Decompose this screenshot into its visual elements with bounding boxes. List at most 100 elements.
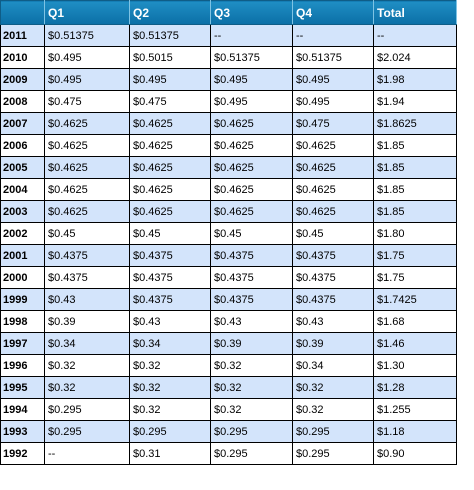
q2-cell: $0.4625	[129, 178, 211, 201]
q2-cell: $0.495	[129, 68, 211, 91]
q3-cell: --	[210, 24, 293, 47]
year-cell: 2008	[0, 90, 45, 113]
q1-cell: $0.4625	[44, 112, 130, 135]
total-cell: $1.68	[373, 310, 457, 333]
q1-cell: $0.4625	[44, 178, 130, 201]
total-cell: $1.28	[373, 376, 457, 399]
header-q2: Q2	[129, 0, 211, 25]
table-row: 2004 $0.4625 $0.4625 $0.4625 $0.4625 $1.85	[0, 178, 457, 201]
year-cell: 2010	[0, 46, 45, 69]
q2-cell: $0.475	[129, 90, 211, 113]
q2-cell: $0.32	[129, 354, 211, 377]
q4-cell: $0.43	[292, 310, 374, 333]
q3-cell: $0.4625	[210, 112, 293, 135]
q2-cell: $0.4625	[129, 200, 211, 223]
year-cell: 1992	[0, 442, 45, 465]
year-cell: 1997	[0, 332, 45, 355]
q2-cell: $0.295	[129, 420, 211, 443]
total-cell: $1.75	[373, 244, 457, 267]
table-row: 1997 $0.34 $0.34 $0.39 $0.39 $1.46	[0, 332, 457, 355]
year-cell: 2011	[0, 24, 45, 47]
total-cell: $1.75	[373, 266, 457, 289]
q3-cell: $0.4375	[210, 244, 293, 267]
table-row: 1998 $0.39 $0.43 $0.43 $0.43 $1.68	[0, 310, 457, 333]
q1-cell: $0.475	[44, 90, 130, 113]
q4-cell: $0.32	[292, 376, 374, 399]
total-cell: $1.94	[373, 90, 457, 113]
q3-cell: $0.4625	[210, 200, 293, 223]
total-cell: $1.18	[373, 420, 457, 443]
q2-cell: $0.32	[129, 376, 211, 399]
header-q3: Q3	[210, 0, 293, 25]
q4-cell: $0.495	[292, 90, 374, 113]
year-cell: 1993	[0, 420, 45, 443]
year-cell: 2004	[0, 178, 45, 201]
q3-cell: $0.43	[210, 310, 293, 333]
q4-cell: $0.32	[292, 398, 374, 421]
total-cell: $1.85	[373, 178, 457, 201]
q1-cell: $0.34	[44, 332, 130, 355]
q4-cell: $0.4625	[292, 134, 374, 157]
total-cell: $1.255	[373, 398, 457, 421]
year-cell: 2005	[0, 156, 45, 179]
total-cell: --	[373, 24, 457, 47]
table-row: 2000 $0.4375 $0.4375 $0.4375 $0.4375 $1.75	[0, 266, 457, 289]
total-cell: $1.85	[373, 200, 457, 223]
q4-cell: $0.295	[292, 420, 374, 443]
q1-cell: $0.4625	[44, 156, 130, 179]
table-row: 1995 $0.32 $0.32 $0.32 $0.32 $1.28	[0, 376, 457, 399]
q1-cell: $0.4375	[44, 266, 130, 289]
q1-cell: $0.32	[44, 376, 130, 399]
q4-cell: $0.4375	[292, 266, 374, 289]
total-cell: $1.98	[373, 68, 457, 91]
q2-cell: $0.4375	[129, 288, 211, 311]
year-cell: 2006	[0, 134, 45, 157]
table-row: 2007 $0.4625 $0.4625 $0.4625 $0.475 $1.8625	[0, 112, 457, 135]
total-cell: $1.8625	[373, 112, 457, 135]
q3-cell: $0.495	[210, 68, 293, 91]
total-cell: $1.30	[373, 354, 457, 377]
table-row: 2006 $0.4625 $0.4625 $0.4625 $0.4625 $1.85	[0, 134, 457, 157]
q3-cell: $0.4625	[210, 178, 293, 201]
total-cell: $1.80	[373, 222, 457, 245]
q1-cell: $0.295	[44, 398, 130, 421]
q1-cell: $0.295	[44, 420, 130, 443]
total-cell: $1.7425	[373, 288, 457, 311]
year-cell: 2003	[0, 200, 45, 223]
table-row: 2010 $0.495 $0.5015 $0.51375 $0.51375 $2.024	[0, 46, 457, 69]
year-cell: 2009	[0, 68, 45, 91]
table-row: 2011 $0.51375 $0.51375 -- -- --	[0, 24, 457, 47]
q4-cell: $0.495	[292, 68, 374, 91]
q2-cell: $0.4375	[129, 244, 211, 267]
q4-cell: $0.295	[292, 442, 374, 465]
q3-cell: $0.4375	[210, 266, 293, 289]
year-cell: 1999	[0, 288, 45, 311]
q1-cell: $0.39	[44, 310, 130, 333]
q2-cell: $0.4625	[129, 156, 211, 179]
q3-cell: $0.32	[210, 398, 293, 421]
q2-cell: $0.45	[129, 222, 211, 245]
year-cell: 2007	[0, 112, 45, 135]
q1-cell: $0.43	[44, 288, 130, 311]
q1-cell: $0.495	[44, 68, 130, 91]
table-row: 2005 $0.4625 $0.4625 $0.4625 $0.4625 $1.85	[0, 156, 457, 179]
q4-cell: --	[292, 24, 374, 47]
q3-cell: $0.51375	[210, 46, 293, 69]
table-row: 1994 $0.295 $0.32 $0.32 $0.32 $1.255	[0, 398, 457, 421]
q4-cell: $0.34	[292, 354, 374, 377]
table-row: 2002 $0.45 $0.45 $0.45 $0.45 $1.80	[0, 222, 457, 245]
q3-cell: $0.45	[210, 222, 293, 245]
q1-cell: --	[44, 442, 130, 465]
year-cell: 1995	[0, 376, 45, 399]
q4-cell: $0.4375	[292, 244, 374, 267]
q1-cell: $0.51375	[44, 24, 130, 47]
total-cell: $2.024	[373, 46, 457, 69]
q2-cell: $0.51375	[129, 24, 211, 47]
q1-cell: $0.495	[44, 46, 130, 69]
q2-cell: $0.4625	[129, 134, 211, 157]
year-cell: 2001	[0, 244, 45, 267]
table-row: 1993 $0.295 $0.295 $0.295 $0.295 $1.18	[0, 420, 457, 443]
q4-cell: $0.45	[292, 222, 374, 245]
header-row: Q1 Q2 Q3 Q4 Total	[0, 0, 457, 25]
q3-cell: $0.295	[210, 442, 293, 465]
